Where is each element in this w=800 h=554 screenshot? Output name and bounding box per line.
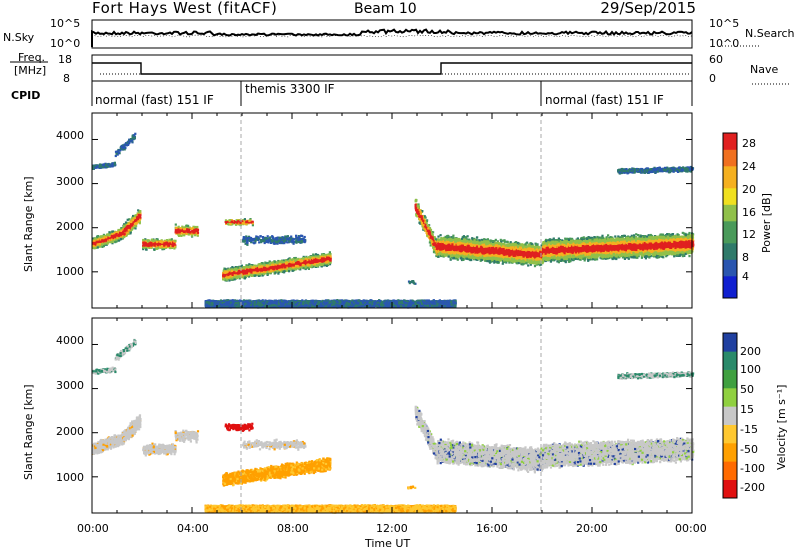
data-cell: [100, 241, 102, 243]
power-panel: [92, 113, 694, 309]
data-cell: [104, 243, 106, 245]
data-cell: [128, 223, 130, 225]
data-cell: [97, 243, 99, 245]
data-cell: [142, 239, 144, 241]
data-cell: [100, 236, 102, 238]
data-cell: [97, 238, 99, 240]
data-cell: [93, 240, 95, 242]
data-cell: [135, 219, 137, 221]
data-cell: [153, 248, 155, 250]
data-cell: [97, 246, 99, 248]
data-cell: [99, 243, 101, 245]
data-cell: [131, 229, 133, 231]
data-cell: [123, 236, 125, 238]
data-cell: [120, 238, 122, 240]
data-cell: [134, 227, 136, 229]
data-cell: [123, 225, 125, 227]
data-cell: [105, 236, 107, 238]
data-cell: [127, 219, 129, 221]
freq-series: [92, 63, 692, 74]
data-cell: [112, 236, 114, 238]
data-cell: [124, 231, 126, 233]
data-cell: [124, 233, 126, 235]
freq-panel-frame: [92, 55, 692, 81]
data-cell: [128, 229, 130, 231]
data-cell: [138, 220, 140, 222]
data-cell: [120, 234, 122, 236]
data-cell: [109, 231, 111, 233]
data-cell: [139, 214, 141, 216]
data-cell: [107, 242, 109, 244]
data-cell: [109, 239, 111, 241]
data-cell: [126, 232, 128, 234]
data-cell: [94, 238, 96, 240]
noise-sky-series: [92, 30, 692, 47]
noise-search-series: [92, 35, 692, 37]
data-cell: [139, 210, 141, 212]
data-cell: [128, 225, 130, 227]
data-cell: [103, 245, 105, 247]
data-cell: [139, 222, 141, 224]
data-cell: [118, 240, 120, 242]
data-cell: [125, 221, 127, 223]
data-cell: [93, 247, 95, 249]
data-cell: [111, 241, 113, 243]
data-cell: [108, 234, 110, 236]
data-cell: [109, 241, 111, 243]
data-cell: [134, 225, 136, 227]
data-cell: [114, 235, 116, 237]
data-cell: [124, 228, 126, 230]
data-cell: [134, 215, 136, 217]
data-cell: [105, 239, 107, 241]
power-data-layer: [92, 133, 694, 309]
data-cell: [136, 216, 138, 218]
noise-panel: [92, 20, 760, 48]
freq-panel: [10, 55, 790, 84]
data-cell: [120, 230, 122, 232]
data-cell: [101, 243, 103, 245]
data-cell: [135, 222, 137, 224]
data-cell: [132, 227, 134, 229]
data-cell: [116, 237, 118, 239]
data-cell: [114, 241, 116, 243]
cpid-panel: [92, 81, 692, 106]
data-cell: [94, 243, 96, 245]
